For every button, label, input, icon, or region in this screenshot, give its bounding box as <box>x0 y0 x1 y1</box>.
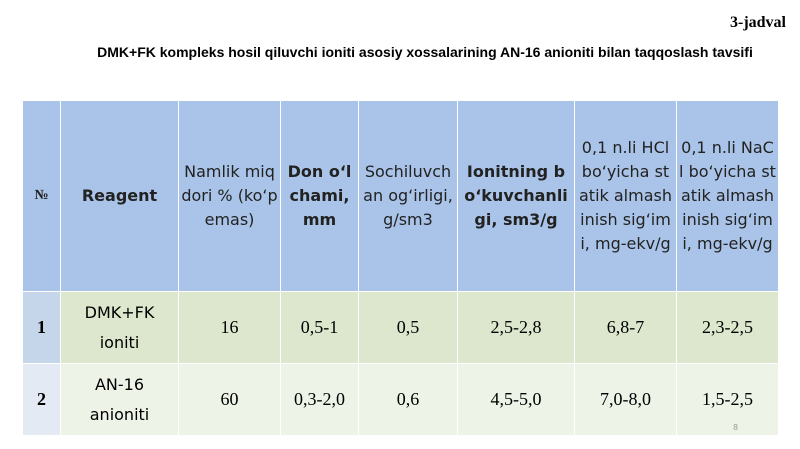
table-cell: 1,5-2,5 <box>676 363 779 436</box>
header-row: № Reagent Namlik miqdori % (ko‘p emas) Don … <box>22 100 779 292</box>
column-header: № <box>22 100 61 292</box>
column-header: 0,1 n.li HCl bo‘yicha statik almashinish… <box>574 100 677 292</box>
table-cell: 0,3-2,0 <box>280 363 359 436</box>
table-cell: 0,5 <box>358 291 458 364</box>
table-cell: 7,0-8,0 <box>574 363 677 436</box>
column-header: Namlik miqdori % (ko‘p emas) <box>178 100 281 292</box>
table-cell: 16 <box>178 291 281 364</box>
table-cell: 60 <box>178 363 281 436</box>
table-cell: DMK+FK ioniti <box>60 291 179 364</box>
page-number: 8 <box>733 423 739 432</box>
table-cell: 4,5-5,0 <box>457 363 575 436</box>
table-row: 2 AN-16 anioniti 60 0,3-2,0 0,6 4,5-5,0 7,0-8,… <box>22 363 779 436</box>
table-cell: 2 <box>22 363 61 436</box>
column-header: 0,1 n.li NaCl bo‘yicha statik almashinis… <box>676 100 779 292</box>
column-header: Don o‘lchami, mm <box>280 100 359 292</box>
table-cell: 6,8-7 <box>574 291 677 364</box>
table-cell: 0,5-1 <box>280 291 359 364</box>
table-body: 1 DMK+FK ioniti 16 0,5-1 0,5 2,5-2,8 6,8-7 2,3-… <box>22 291 779 436</box>
table-cell: 2,3-2,5 <box>676 291 779 364</box>
column-header: Reagent <box>60 100 179 292</box>
table-row: 1 DMK+FK ioniti 16 0,5-1 0,5 2,5-2,8 6,8-7 2,3-… <box>22 291 779 364</box>
table-cell: 1 <box>22 291 61 364</box>
table-label: 3-jadval <box>730 14 786 31</box>
table-cell: 2,5-2,8 <box>457 291 575 364</box>
column-header: Sochiluvchan og‘irligi, g/sm3 <box>358 100 458 292</box>
table-title: DMK+FK kompleks hosil qiluvchi ioniti as… <box>97 44 753 60</box>
table-cell: 0,6 <box>358 363 458 436</box>
comparison-table: № Reagent Namlik miqdori % (ko‘p emas) Don … <box>22 100 779 436</box>
table-cell: AN-16 anioniti <box>60 363 179 436</box>
column-header: Ionitning bo‘kuvchanligi, sm3/g <box>457 100 575 292</box>
